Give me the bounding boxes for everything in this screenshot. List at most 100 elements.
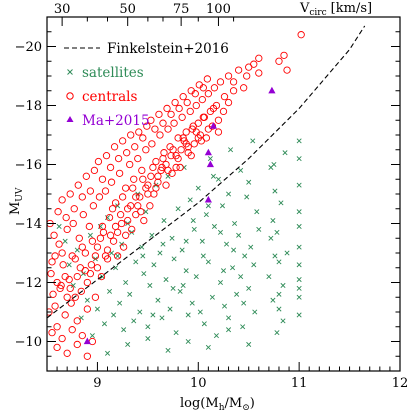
- central-point: [147, 172, 155, 180]
- central-point: [56, 284, 64, 293]
- central-point: [204, 125, 213, 133]
- satellite-point: [268, 235, 274, 241]
- satellite-point: [199, 238, 205, 244]
- satellite-point: [296, 277, 302, 283]
- satellite-point: [125, 341, 131, 347]
- legend-marker-satellites: [67, 69, 73, 75]
- satellite-point: [276, 306, 282, 312]
- ma2015-point: [204, 148, 212, 156]
- central-point: [142, 146, 150, 154]
- central-point: [131, 143, 139, 151]
- central-point: [68, 326, 76, 334]
- central-point: [83, 278, 91, 287]
- central-point: [88, 237, 97, 245]
- satellite-point: [151, 262, 157, 268]
- central-point: [83, 305, 91, 313]
- central-point: [116, 210, 125, 219]
- central-point: [85, 222, 94, 231]
- satellite-point: [296, 223, 302, 229]
- central-point: [203, 75, 212, 83]
- central-point: [106, 163, 115, 172]
- y-tick-label: −16: [15, 158, 42, 173]
- x-tick-label: 10: [190, 376, 207, 391]
- satellite-point: [280, 282, 286, 288]
- satellite-point: [190, 218, 196, 224]
- central-point: [82, 172, 90, 180]
- central-point: [61, 311, 69, 319]
- satellite-point: [251, 262, 257, 268]
- satellite-point: [256, 226, 262, 232]
- satellite-point: [219, 203, 226, 209]
- central-point: [167, 110, 175, 119]
- satellite-point: [296, 262, 302, 268]
- satellite-point: [296, 182, 302, 188]
- central-point: [157, 166, 165, 175]
- central-point: [220, 93, 229, 101]
- central-point: [94, 157, 103, 166]
- satellite-point: [296, 138, 302, 144]
- central-point: [139, 134, 147, 142]
- central-point: [54, 208, 62, 216]
- satellite-point: [252, 309, 258, 315]
- central-point: [58, 249, 66, 257]
- satellite-point: [167, 306, 173, 312]
- central-point: [192, 128, 200, 136]
- ma2015-point: [209, 122, 218, 129]
- satellite-point: [137, 309, 143, 315]
- y-tick-label: −12: [15, 276, 42, 291]
- legend-label-ma2015: Ma+2015: [82, 113, 150, 129]
- central-point: [76, 264, 84, 272]
- satellite-point: [145, 336, 151, 342]
- central-point: [51, 252, 59, 260]
- satellite-point: [241, 300, 247, 306]
- central-point: [114, 154, 123, 163]
- satellite-point: [236, 232, 242, 238]
- central-point: [50, 231, 58, 239]
- legend: Finkelstein+2016 satellites centrals Ma+…: [64, 41, 229, 129]
- satellite-point: [246, 179, 252, 185]
- central-point: [135, 128, 143, 136]
- central-point: [159, 119, 167, 127]
- central-point: [77, 287, 85, 295]
- satellite-point: [205, 203, 211, 209]
- central-point: [183, 98, 191, 107]
- central-point: [154, 172, 162, 180]
- central-point: [63, 349, 71, 357]
- central-point: [120, 243, 128, 251]
- central-point: [142, 184, 150, 192]
- x-tick-label: 11: [291, 376, 308, 391]
- satellite-point: [270, 297, 276, 303]
- satellite-point: [209, 294, 215, 300]
- central-point: [118, 193, 127, 201]
- satellite-point: [282, 150, 288, 156]
- central-point: [283, 66, 291, 74]
- satellite-point: [191, 226, 197, 232]
- satellite-point: [266, 274, 272, 280]
- satellite-point: [84, 297, 90, 303]
- satellite-point: [70, 282, 76, 288]
- central-point: [214, 116, 223, 124]
- central-point: [71, 293, 79, 301]
- satellite-point: [56, 223, 62, 229]
- central-point: [66, 284, 74, 293]
- satellite-point: [101, 321, 108, 327]
- top-tick-label: 50: [119, 2, 136, 17]
- central-point: [127, 131, 135, 139]
- central-point: [78, 331, 86, 340]
- central-point: [68, 252, 76, 260]
- central-point: [160, 149, 168, 157]
- legend-marker-ma2015: [66, 116, 74, 122]
- ma2015-point: [204, 195, 212, 203]
- satellite-point: [115, 253, 121, 259]
- central-point: [179, 134, 187, 142]
- central-point: [109, 237, 118, 245]
- central-point: [204, 90, 213, 98]
- satellite-point: [179, 247, 185, 253]
- central-point: [86, 187, 95, 195]
- central-point: [79, 210, 87, 219]
- central-point: [122, 184, 130, 192]
- central-point: [154, 178, 162, 186]
- y-axis-title: MUV: [8, 187, 25, 215]
- central-point: [132, 193, 140, 201]
